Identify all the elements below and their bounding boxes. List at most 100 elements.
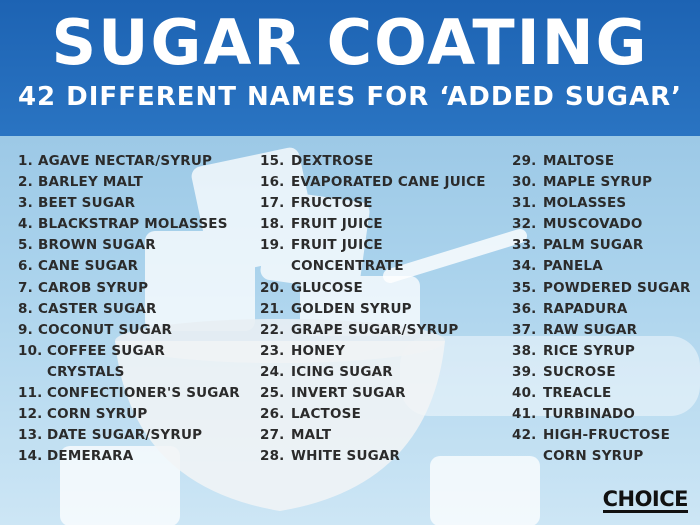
sugar-name-item-continued: CONCENTRATE bbox=[260, 256, 486, 277]
item-name: COCONUT SUGAR bbox=[38, 321, 173, 338]
item-number: 5. bbox=[18, 237, 33, 254]
sugar-names-column-3: 29. MALTOSE 30. MAPLE SYRUP 31. MOLASSES 32. MU… bbox=[512, 151, 691, 467]
item-number: 9. bbox=[18, 321, 33, 338]
item-name: CAROB SYRUP bbox=[38, 279, 149, 296]
item-name: CASTER SUGAR bbox=[38, 300, 157, 317]
sugar-name-item: 32. MUSCOVADO bbox=[512, 214, 691, 235]
item-number: 29. bbox=[512, 153, 537, 169]
item-name: FRUIT JUICE bbox=[291, 216, 383, 233]
sugar-name-item: 9. COCONUT SUGAR bbox=[18, 320, 240, 341]
item-name: BLACKSTRAP MOLASSES bbox=[38, 216, 228, 233]
item-number: 38. bbox=[512, 342, 537, 359]
item-name-continued: CONCENTRATE bbox=[291, 258, 404, 275]
item-name: DATE SUGAR/SYRUP bbox=[47, 427, 203, 444]
item-number: 40. bbox=[512, 385, 537, 402]
item-number: 33. bbox=[512, 237, 537, 254]
item-name: AGAVE NECTAR/SYRUP bbox=[38, 153, 213, 169]
item-number: 7. bbox=[18, 279, 33, 296]
item-number: 37. bbox=[512, 321, 537, 338]
item-number: 20. bbox=[260, 279, 285, 296]
item-name: BEET SUGAR bbox=[38, 195, 136, 212]
sugar-name-item: 29. MALTOSE bbox=[512, 151, 691, 172]
item-number: 13. bbox=[18, 427, 43, 444]
sugar-name-item: 33. PALM SUGAR bbox=[512, 235, 691, 256]
item-name: COFFEE SUGAR bbox=[47, 342, 165, 359]
item-number: 41. bbox=[512, 406, 537, 423]
sugar-name-item: 27. MALT bbox=[260, 425, 486, 446]
item-name: POWDERED SUGAR bbox=[543, 279, 691, 296]
item-name-continued: CORN SYRUP bbox=[543, 448, 644, 465]
item-number: 2. bbox=[18, 174, 33, 191]
sugar-name-item: 22. GRAPE SUGAR/SYRUP bbox=[260, 320, 486, 341]
sugar-name-item-continued: CRYSTALS bbox=[18, 362, 240, 383]
item-name: DEMERARA bbox=[47, 448, 134, 465]
sugar-name-item: 1. AGAVE NECTAR/SYRUP bbox=[18, 151, 240, 172]
item-name: CONFECTIONER'S SUGAR bbox=[47, 385, 240, 402]
sugar-name-item: 30. MAPLE SYRUP bbox=[512, 172, 691, 193]
item-number: 4. bbox=[18, 216, 33, 233]
item-name: EVAPORATED CANE JUICE bbox=[291, 174, 486, 191]
sugar-name-item: 41. TURBINADO bbox=[512, 404, 691, 425]
sugar-name-item: 34. PANELA bbox=[512, 256, 691, 277]
item-number: 32. bbox=[512, 216, 537, 233]
item-number: 21. bbox=[260, 300, 285, 317]
item-number: 42. bbox=[512, 427, 537, 444]
item-name-continued: CRYSTALS bbox=[47, 363, 125, 380]
item-name: WHITE SUGAR bbox=[291, 448, 401, 465]
sugar-name-item: 4. BLACKSTRAP MOLASSES bbox=[18, 214, 240, 235]
item-name: FRUIT JUICE bbox=[291, 237, 383, 254]
item-number: 39. bbox=[512, 363, 537, 380]
sugar-bowl-illustration bbox=[60, 147, 700, 525]
sugar-name-item: 37. RAW SUGAR bbox=[512, 320, 691, 341]
sugar-name-item: 6. CANE SUGAR bbox=[18, 256, 240, 277]
item-name: GRAPE SUGAR/SYRUP bbox=[291, 321, 459, 338]
sugar-name-item: 35. POWDERED SUGAR bbox=[512, 278, 691, 299]
item-name: PANELA bbox=[543, 258, 603, 275]
item-number: 36. bbox=[512, 300, 537, 317]
item-number: 31. bbox=[512, 195, 537, 212]
sugar-name-item: 42. HIGH-FRUCTOSE bbox=[512, 425, 691, 446]
item-name: GLUCOSE bbox=[291, 279, 363, 296]
sugar-name-item: 7. CAROB SYRUP bbox=[18, 278, 240, 299]
sugar-name-item: 3. BEET SUGAR bbox=[18, 193, 240, 214]
sugar-name-item: 14. DEMERARA bbox=[18, 446, 240, 467]
item-number: 34. bbox=[512, 258, 537, 275]
item-number: 18. bbox=[260, 216, 285, 233]
sugar-name-item: 38. RICE SYRUP bbox=[512, 341, 691, 362]
sugar-name-item: 2. BARLEY MALT bbox=[18, 172, 240, 193]
item-name: DEXTROSE bbox=[291, 153, 374, 169]
sugar-name-item: 8. CASTER SUGAR bbox=[18, 299, 240, 320]
item-name: RAW SUGAR bbox=[543, 321, 638, 338]
item-name: MOLASSES bbox=[543, 195, 627, 212]
item-number: 25. bbox=[260, 385, 285, 402]
page-subtitle: 42 DIFFERENT NAMES FOR ‘ADDED SUGAR’ bbox=[17, 82, 683, 112]
item-name: FRUCTOSE bbox=[291, 195, 373, 212]
item-name: ICING SUGAR bbox=[291, 363, 393, 380]
sugar-name-item: 19. FRUIT JUICE bbox=[260, 235, 486, 256]
sugar-name-item: 28. WHITE SUGAR bbox=[260, 446, 486, 467]
sugar-names-column-1: 1. AGAVE NECTAR/SYRUP 2. BARLEY MALT 3. BEET … bbox=[18, 151, 240, 467]
sugar-name-item: 16. EVAPORATED CANE JUICE bbox=[260, 172, 486, 193]
item-number: 26. bbox=[260, 406, 285, 423]
item-name: MALT bbox=[291, 427, 332, 444]
header-banner: SUGAR COATING 42 DIFFERENT NAMES FOR ‘AD… bbox=[0, 0, 700, 136]
item-name: BROWN SUGAR bbox=[38, 237, 156, 254]
sugar-name-item: 18. FRUIT JUICE bbox=[260, 214, 486, 235]
item-number: 1. bbox=[18, 153, 33, 169]
item-name: PALM SUGAR bbox=[543, 237, 644, 254]
sugar-name-item: 24. ICING SUGAR bbox=[260, 362, 486, 383]
item-name: RICE SYRUP bbox=[543, 342, 635, 359]
item-name: RAPADURA bbox=[543, 300, 628, 317]
item-name: BARLEY MALT bbox=[38, 174, 144, 191]
item-number: 30. bbox=[512, 174, 537, 191]
sugar-name-item: 20. GLUCOSE bbox=[260, 278, 486, 299]
sugar-name-item: 15. DEXTROSE bbox=[260, 151, 486, 172]
item-name: LACTOSE bbox=[291, 406, 361, 423]
sugar-name-item: 31. MOLASSES bbox=[512, 193, 691, 214]
choice-logo: CHOICE bbox=[602, 487, 689, 513]
sugar-name-item: 17. FRUCTOSE bbox=[260, 193, 486, 214]
item-number: 35. bbox=[512, 279, 537, 296]
item-number: 15. bbox=[260, 153, 285, 169]
item-number: 3. bbox=[18, 195, 33, 212]
item-number: 17. bbox=[260, 195, 285, 212]
